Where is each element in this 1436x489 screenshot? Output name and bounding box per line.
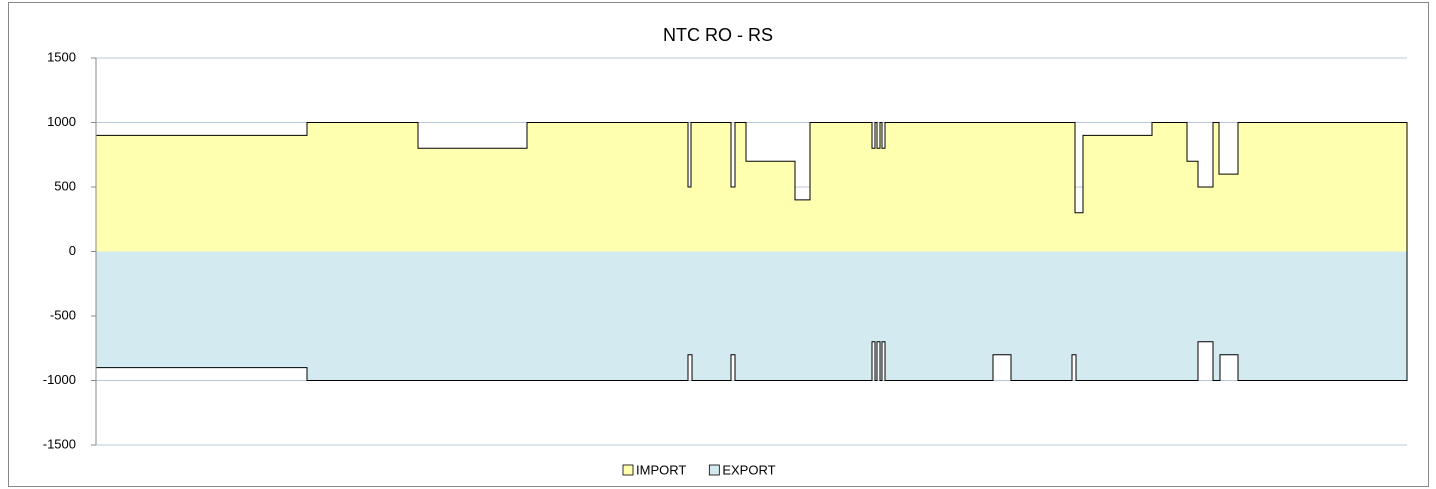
y-tick-label: -1000 xyxy=(43,372,76,387)
area-fill xyxy=(96,251,1407,381)
y-tick-label: 1000 xyxy=(47,114,76,129)
y-tick-label: 500 xyxy=(54,178,76,193)
y-tick-label: -500 xyxy=(50,307,76,322)
legend-label: IMPORT xyxy=(636,462,686,477)
area-line xyxy=(96,251,1408,381)
y-tick-label: 0 xyxy=(69,243,76,258)
chart-title: NTC RO - RS xyxy=(663,25,773,45)
y-tick-label: 1500 xyxy=(47,49,76,64)
legend-label: EXPORT xyxy=(722,462,775,477)
area-line xyxy=(96,122,1408,252)
y-tick-label: -1500 xyxy=(43,436,76,451)
area-fill xyxy=(96,122,1407,252)
legend-swatch xyxy=(622,464,634,476)
legend-swatch xyxy=(708,464,720,476)
